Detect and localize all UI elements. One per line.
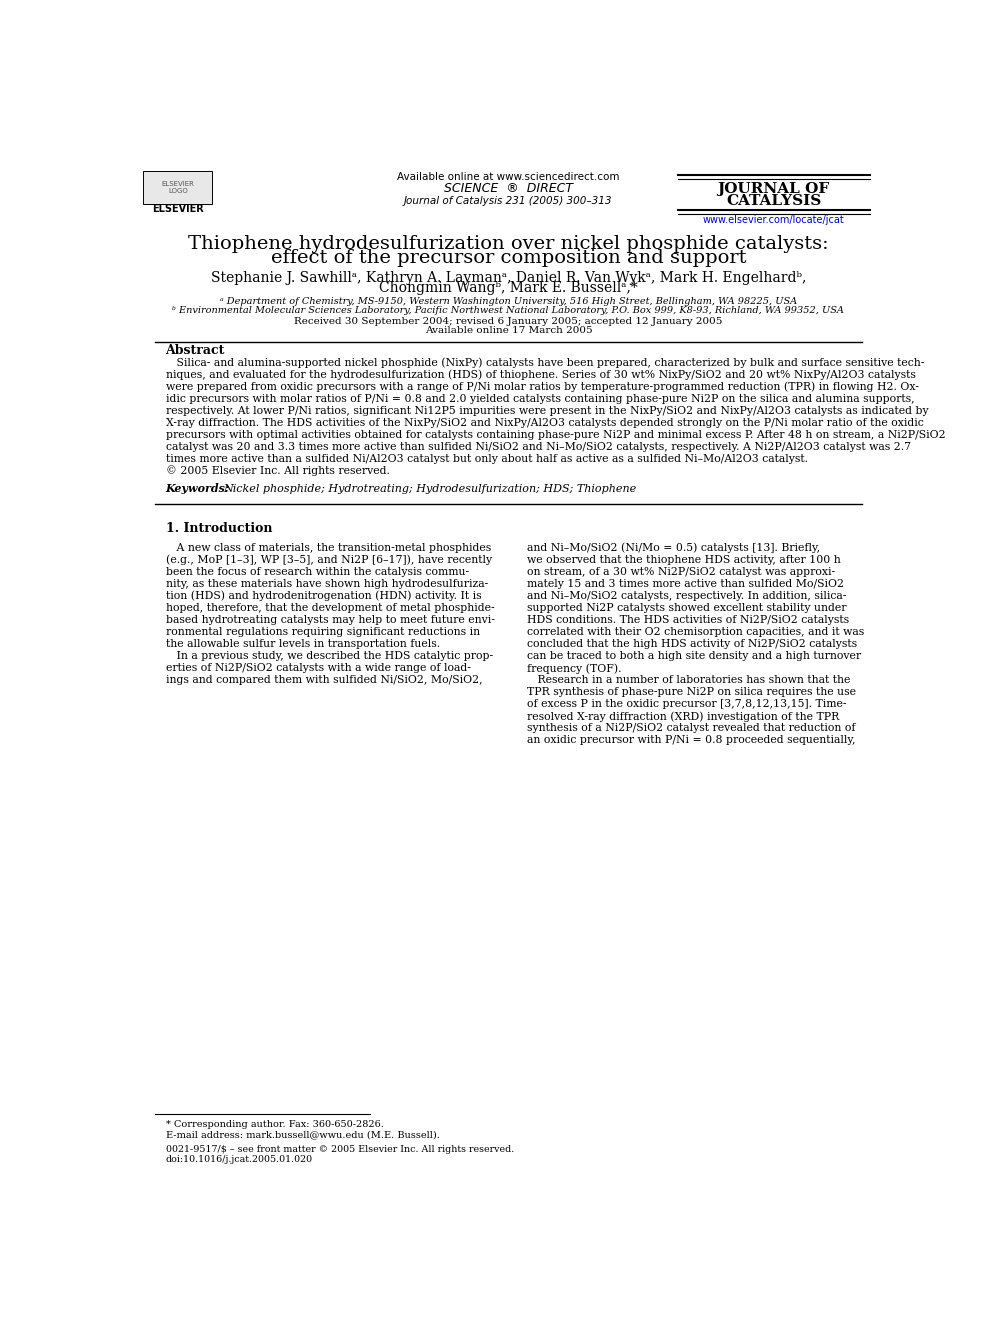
Text: 1. Introduction: 1. Introduction: [166, 523, 272, 536]
Text: Silica- and alumina-supported nickel phosphide (NixPy) catalysts have been prepa: Silica- and alumina-supported nickel pho…: [166, 357, 924, 368]
Text: catalyst was 20 and 3.3 times more active than sulfided Ni/SiO2 and Ni–Mo/SiO2 c: catalyst was 20 and 3.3 times more activ…: [166, 442, 911, 451]
Text: niques, and evaluated for the hydrodesulfurization (HDS) of thiophene. Series of: niques, and evaluated for the hydrodesul…: [166, 369, 916, 380]
Text: concluded that the high HDS activity of Ni2P/SiO2 catalysts: concluded that the high HDS activity of …: [527, 639, 857, 650]
Text: Stephanie J. Sawhillᵃ, Kathryn A. Laymanᵃ, Daniel R. Van Wykᵃ, Mark H. Engelhard: Stephanie J. Sawhillᵃ, Kathryn A. Layman…: [210, 271, 806, 284]
Text: on stream, of a 30 wt% Ni2P/SiO2 catalyst was approxi-: on stream, of a 30 wt% Ni2P/SiO2 catalys…: [527, 566, 835, 577]
Text: mately 15 and 3 times more active than sulfided Mo/SiO2: mately 15 and 3 times more active than s…: [527, 579, 844, 589]
Text: ᵃ Department of Chemistry, MS-9150, Western Washington University, 516 High Stre: ᵃ Department of Chemistry, MS-9150, West…: [220, 296, 797, 306]
Text: CATALYSIS: CATALYSIS: [726, 193, 821, 208]
Text: resolved X-ray diffraction (XRD) investigation of the TPR: resolved X-ray diffraction (XRD) investi…: [527, 710, 839, 721]
Bar: [143, 171, 212, 204]
Text: ELSEVIER
LOGO: ELSEVIER LOGO: [162, 181, 194, 193]
Text: been the focus of research within the catalysis commu-: been the focus of research within the ca…: [166, 566, 468, 577]
Text: E-mail address: mark.bussell@wwu.edu (M.E. Bussell).: E-mail address: mark.bussell@wwu.edu (M.…: [166, 1131, 439, 1139]
Text: the allowable sulfur levels in transportation fuels.: the allowable sulfur levels in transport…: [166, 639, 439, 650]
Text: synthesis of a Ni2P/SiO2 catalyst revealed that reduction of: synthesis of a Ni2P/SiO2 catalyst reveal…: [527, 724, 855, 733]
Text: and Ni–Mo/SiO2 (Ni/Mo = 0.5) catalysts [13]. Briefly,: and Ni–Mo/SiO2 (Ni/Mo = 0.5) catalysts […: [527, 542, 820, 553]
Text: tion (HDS) and hydrodenitrogenation (HDN) activity. It is: tion (HDS) and hydrodenitrogenation (HDN…: [166, 591, 481, 602]
Text: Available online 17 March 2005: Available online 17 March 2005: [425, 327, 592, 336]
Text: and Ni–Mo/SiO2 catalysts, respectively. In addition, silica-: and Ni–Mo/SiO2 catalysts, respectively. …: [527, 591, 846, 601]
Text: In a previous study, we described the HDS catalytic prop-: In a previous study, we described the HD…: [166, 651, 493, 662]
Text: 0021-9517/$ – see front matter © 2005 Elsevier Inc. All rights reserved.: 0021-9517/$ – see front matter © 2005 El…: [166, 1144, 514, 1154]
Text: Available online at www.sciencedirect.com: Available online at www.sciencedirect.co…: [397, 172, 620, 183]
Text: JOURNAL OF: JOURNAL OF: [717, 183, 829, 196]
Text: based hydrotreating catalysts may help to meet future envi-: based hydrotreating catalysts may help t…: [166, 615, 494, 624]
Text: were prepared from oxidic precursors with a range of P/Ni molar ratios by temper: were prepared from oxidic precursors wit…: [166, 381, 919, 392]
Text: © 2005 Elsevier Inc. All rights reserved.: © 2005 Elsevier Inc. All rights reserved…: [166, 466, 390, 476]
Text: HDS conditions. The HDS activities of Ni2P/SiO2 catalysts: HDS conditions. The HDS activities of Ni…: [527, 615, 849, 624]
Text: X-ray diffraction. The HDS activities of the NixPy/SiO2 and NixPy/Al2O3 catalyst: X-ray diffraction. The HDS activities of…: [166, 418, 924, 427]
Text: times more active than a sulfided Ni/Al2O3 catalyst but only about half as activ: times more active than a sulfided Ni/Al2…: [166, 454, 807, 463]
Text: we observed that the thiophene HDS activity, after 100 h: we observed that the thiophene HDS activ…: [527, 554, 840, 565]
Text: doi:10.1016/j.jcat.2005.01.020: doi:10.1016/j.jcat.2005.01.020: [166, 1155, 312, 1164]
Text: an oxidic precursor with P/Ni = 0.8 proceeded sequentially,: an oxidic precursor with P/Ni = 0.8 proc…: [527, 736, 855, 745]
Text: Nickel phosphide; Hydrotreating; Hydrodesulfurization; HDS; Thiophene: Nickel phosphide; Hydrotreating; Hydrode…: [223, 484, 637, 493]
Text: Received 30 September 2004; revised 6 January 2005; accepted 12 January 2005: Received 30 September 2004; revised 6 Ja…: [295, 318, 722, 327]
Text: of excess P in the oxidic precursor [3,7,8,12,13,15]. Time-: of excess P in the oxidic precursor [3,7…: [527, 699, 846, 709]
Text: Chongmin Wangᵇ, Mark E. Bussellᵃ,*: Chongmin Wangᵇ, Mark E. Bussellᵃ,*: [379, 280, 638, 295]
Text: TPR synthesis of phase-pure Ni2P on silica requires the use: TPR synthesis of phase-pure Ni2P on sili…: [527, 687, 856, 697]
Text: erties of Ni2P/SiO2 catalysts with a wide range of load-: erties of Ni2P/SiO2 catalysts with a wid…: [166, 663, 470, 673]
Text: respectively. At lower P/Ni ratios, significant Ni12P5 impurities were present i: respectively. At lower P/Ni ratios, sign…: [166, 406, 929, 415]
Text: hoped, therefore, that the development of metal phosphide-: hoped, therefore, that the development o…: [166, 603, 494, 613]
Text: ronmental regulations requiring significant reductions in: ronmental regulations requiring signific…: [166, 627, 480, 636]
Text: Research in a number of laboratories has shown that the: Research in a number of laboratories has…: [527, 675, 850, 685]
Text: precursors with optimal activities obtained for catalysts containing phase-pure : precursors with optimal activities obtai…: [166, 430, 945, 439]
Text: frequency (TOF).: frequency (TOF).: [527, 663, 621, 673]
Text: effect of the precursor composition and support: effect of the precursor composition and …: [271, 249, 746, 266]
Text: SCIENCE  ®  DIRECT: SCIENCE ® DIRECT: [443, 181, 573, 194]
Text: (e.g., MoP [1–3], WP [3–5], and Ni2P [6–17]), have recently: (e.g., MoP [1–3], WP [3–5], and Ni2P [6–…: [166, 554, 492, 565]
Text: ᵇ Environmental Molecular Sciences Laboratory, Pacific Northwest National Labora: ᵇ Environmental Molecular Sciences Labor…: [173, 306, 844, 315]
Text: idic precursors with molar ratios of P/Ni = 0.8 and 2.0 yielded catalysts contai: idic precursors with molar ratios of P/N…: [166, 393, 915, 404]
Text: supported Ni2P catalysts showed excellent stability under: supported Ni2P catalysts showed excellen…: [527, 603, 846, 613]
Text: www.elsevier.com/locate/jcat: www.elsevier.com/locate/jcat: [702, 214, 844, 225]
Text: can be traced to both a high site density and a high turnover: can be traced to both a high site densit…: [527, 651, 861, 662]
Text: ELSEVIER: ELSEVIER: [152, 204, 203, 214]
Text: A new class of materials, the transition-metal phosphides: A new class of materials, the transition…: [166, 542, 491, 553]
Text: nity, as these materials have shown high hydrodesulfuriza-: nity, as these materials have shown high…: [166, 579, 488, 589]
Text: Keywords:: Keywords:: [166, 483, 229, 495]
Text: Journal of Catalysis 231 (2005) 300–313: Journal of Catalysis 231 (2005) 300–313: [404, 196, 613, 205]
Text: Thiophene hydrodesulfurization over nickel phosphide catalysts:: Thiophene hydrodesulfurization over nick…: [188, 235, 828, 253]
Text: correlated with their O2 chemisorption capacities, and it was: correlated with their O2 chemisorption c…: [527, 627, 864, 636]
Text: Abstract: Abstract: [166, 344, 225, 357]
Text: ings and compared them with sulfided Ni/SiO2, Mo/SiO2,: ings and compared them with sulfided Ni/…: [166, 675, 482, 685]
Text: * Corresponding author. Fax: 360-650-2826.: * Corresponding author. Fax: 360-650-282…: [166, 1121, 383, 1130]
